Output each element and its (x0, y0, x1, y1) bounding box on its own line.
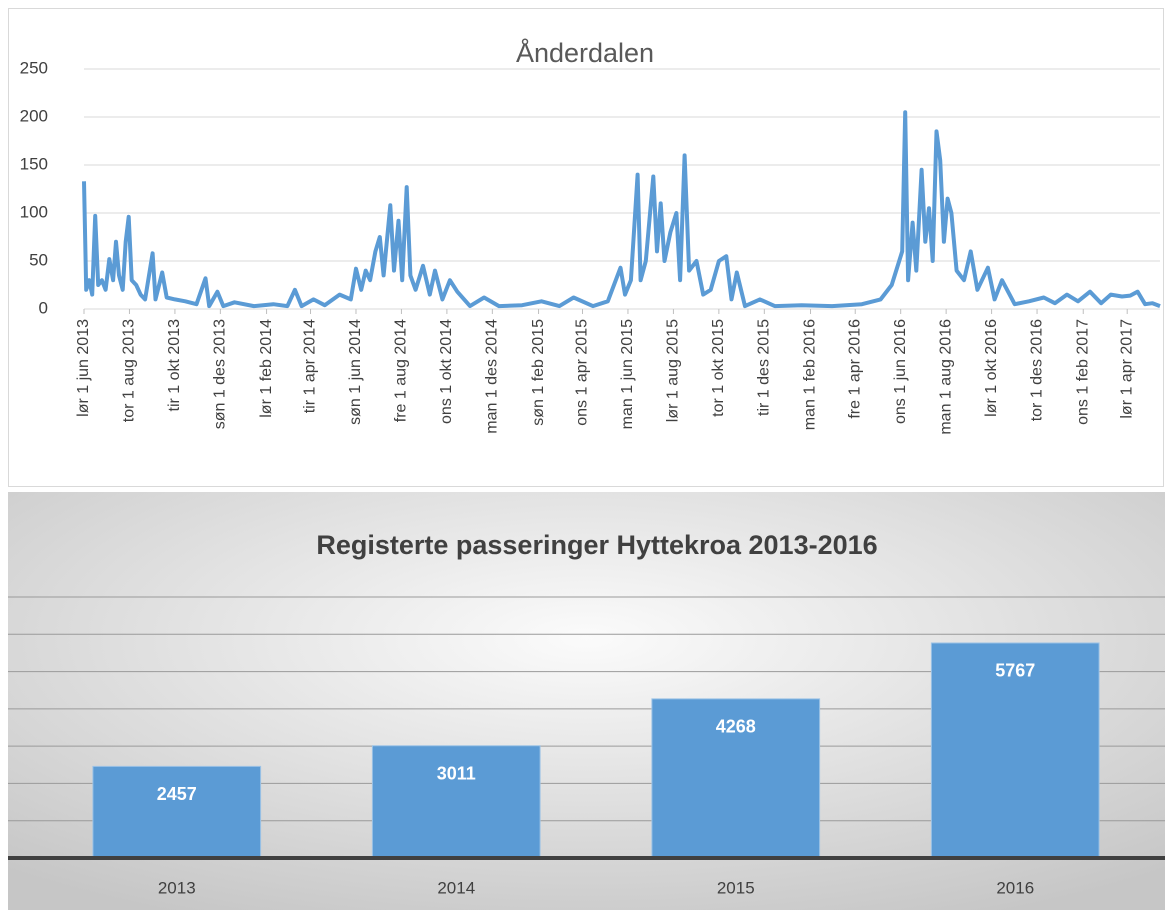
y-tick-label: 150 (20, 154, 48, 173)
x-tick-label: tor 1 okt 2015 (710, 319, 727, 417)
x-tick-label: ons 1 jun 2016 (892, 319, 909, 424)
y-tick-label: 100 (20, 202, 48, 221)
x-tick-label: man 1 des 2014 (484, 319, 501, 434)
bar (651, 698, 821, 859)
x-tick-label: man 1 aug 2016 (937, 319, 954, 435)
x-tick-label: man 1 jun 2015 (619, 319, 636, 429)
x-tick-label: 2014 (437, 878, 475, 897)
value-label: 4268 (716, 717, 756, 737)
bar (930, 642, 1100, 859)
y-tick-label: 50 (29, 250, 48, 269)
chart-title: Ånderdalen (516, 37, 654, 68)
value-label: 2457 (157, 784, 197, 804)
x-tick-label: man 1 feb 2016 (802, 319, 819, 430)
top-chart-frame (8, 8, 1164, 487)
x-tick-label: lør 1 aug 2015 (665, 319, 682, 422)
value-label: 3011 (437, 763, 476, 783)
x-tick-label: ons 1 okt 2014 (438, 319, 455, 424)
data-line (82, 110, 1161, 309)
y-tick-label: 250 (20, 58, 48, 77)
x-tick-label: søn 1 feb 2015 (530, 319, 547, 426)
x-tick-label: tor 1 des 2016 (1028, 319, 1045, 421)
y-tick-label: 0 (39, 298, 48, 317)
x-tick-label: ons 1 feb 2017 (1074, 319, 1091, 425)
value-label: 5767 (995, 661, 1035, 681)
x-tick-label: tor 1 aug 2013 (121, 319, 138, 422)
x-tick-label: 2016 (996, 878, 1034, 897)
chart-title: Registerte passeringer Hyttekroa 2013-20… (316, 530, 877, 560)
x-tick-label: lør 1 feb 2014 (258, 319, 275, 418)
y-tick-label: 200 (20, 106, 48, 125)
x-tick-label: 2013 (158, 878, 196, 897)
bar (92, 765, 262, 859)
x-tick-label: søn 1 jun 2014 (347, 319, 364, 425)
x-tick-label: tir 1 apr 2014 (302, 319, 319, 413)
x-tick-label: lør 1 jun 2013 (75, 319, 92, 417)
x-tick-label: 2015 (717, 878, 755, 897)
x-tick-label: lør 1 apr 2017 (1118, 319, 1135, 419)
x-tick-label: fre 1 aug 2014 (393, 319, 410, 422)
x-tick-label: tir 1 okt 2013 (166, 319, 183, 412)
x-tick-label: søn 1 des 2013 (212, 319, 229, 429)
x-tick-label: lør 1 okt 2016 (983, 319, 1000, 417)
x-tick-label: tir 1 des 2015 (756, 319, 773, 416)
x-tick-label: fre 1 apr 2016 (846, 319, 863, 419)
x-tick-label: ons 1 apr 2015 (574, 319, 591, 426)
